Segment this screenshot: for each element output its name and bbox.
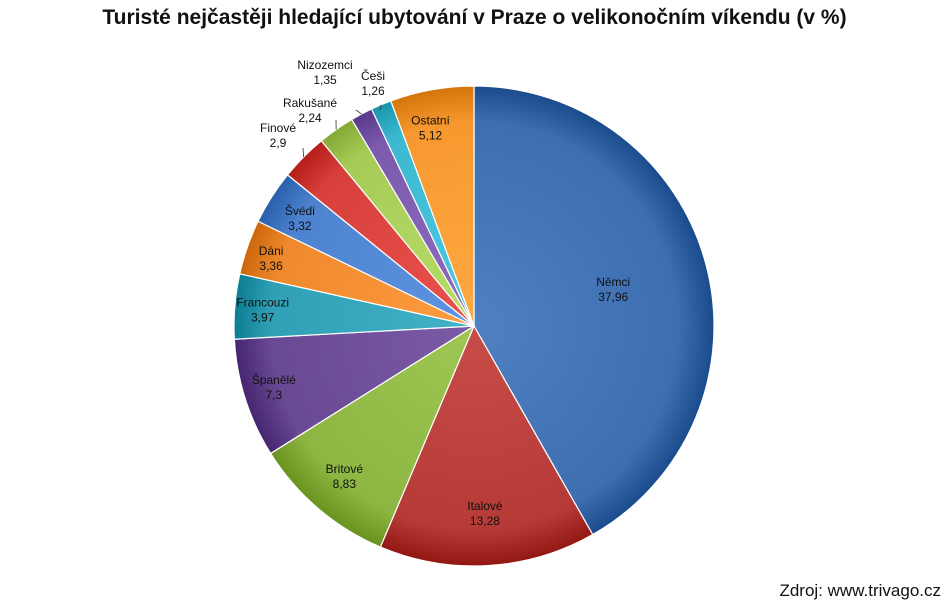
slice-value-3: 7,3 (266, 388, 283, 402)
slice-label-5: Dáni (259, 244, 284, 258)
slice-label-6: Švédi (285, 203, 315, 218)
slice-label-2: Britové (326, 462, 364, 476)
slice-label-7: Finové (260, 121, 296, 135)
pie-slice-1 (379, 324, 594, 567)
slice-label-9: Nizozemci (297, 58, 352, 72)
slice-label-4: Francouzi (236, 295, 289, 309)
leader-line-9 (355, 109, 362, 115)
slice-label-8: Rakušané (283, 96, 337, 110)
slice-value-11: 5,12 (419, 129, 443, 143)
slice-value-0: 37,96 (598, 290, 628, 304)
leader-line-7 (302, 147, 305, 158)
chart-title: Turisté nejčastěji hledající ubytování v… (102, 6, 847, 29)
slice-value-4: 3,97 (251, 310, 275, 324)
slice-value-10: 1,26 (361, 84, 385, 98)
slice-value-1: 13,28 (470, 514, 500, 528)
slice-value-9: 1,35 (313, 73, 337, 87)
slice-value-2: 8,83 (333, 477, 357, 491)
pie-slice-0 (473, 85, 715, 536)
leader-line-10 (379, 104, 382, 111)
slice-label-3: Španělé (252, 372, 296, 387)
slice-label-0: Němci (596, 275, 630, 289)
slice-value-8: 2,24 (298, 111, 322, 125)
slice-value-6: 3,32 (288, 219, 312, 233)
chart-source: Zdroj: www.trivago.cz (779, 581, 941, 600)
pie-slice-11 (390, 85, 475, 327)
slice-label-1: Italové (467, 499, 503, 513)
slice-value-7: 2,9 (270, 136, 287, 150)
slice-label-10: Češi (361, 68, 385, 83)
slice-value-5: 3,36 (259, 259, 283, 273)
pie-slice-2 (269, 324, 476, 548)
pie-slice-3 (233, 325, 475, 455)
slice-label-11: Ostatní (411, 114, 450, 128)
